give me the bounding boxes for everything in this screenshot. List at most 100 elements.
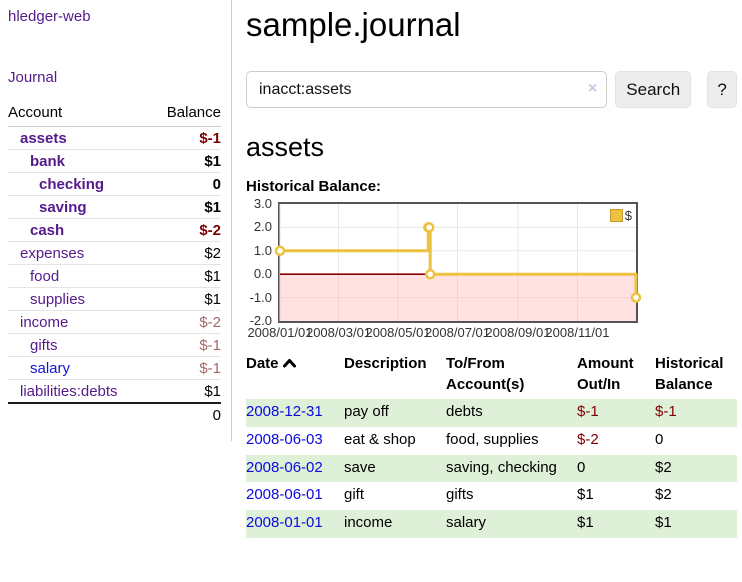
sidebar-account-income[interactable]: income	[20, 314, 69, 331]
account-row: checking 0	[8, 173, 221, 196]
account-balance: $2	[204, 245, 221, 262]
register-row: 2008-06-01 gift gifts $1 $2	[246, 482, 737, 510]
page-title: sample.journal	[246, 6, 461, 43]
chart-x-axis: 2008/01/01 2008/03/01 2008/05/01 2008/07/01…	[247, 323, 638, 340]
account-row: cash $-2	[8, 219, 221, 242]
transaction-accounts: saving, checking	[446, 454, 577, 483]
transaction-date-link[interactable]: 2008-01-01	[246, 514, 323, 532]
chart-canvas	[274, 204, 642, 321]
x-axis-tick-label: 2008/11/01	[545, 325, 610, 340]
register-header-row: Date Description To/From Account(s) Amou…	[246, 351, 737, 399]
account-balance: $-2	[199, 222, 221, 239]
x-axis-tick-label: 2008/07/01	[424, 325, 491, 340]
search-input[interactable]	[246, 71, 608, 108]
account-column-header: Account	[8, 104, 63, 121]
balance-chart: $ 3.0 2.0 1.0 0.0 -1.0 -2.0 2008/01/01 2008/03…	[247, 197, 642, 340]
y-axis-tick-label: 2.0	[253, 219, 272, 235]
account-balance: $1	[204, 199, 221, 216]
help-button[interactable]: ?	[707, 71, 737, 108]
legend-label: $	[624, 208, 632, 223]
x-axis-tick-label: 2008/05/01	[365, 325, 431, 340]
account-balance: $-1	[199, 360, 221, 377]
sidebar-account-expenses[interactable]: expenses	[20, 245, 85, 262]
accounts-column-header: To/From Account(s)	[446, 355, 525, 393]
transaction-description: income	[344, 510, 446, 538]
sidebar-account-liabilities-debts[interactable]: liabilities:debts	[20, 383, 118, 400]
accounts-table: Account Balance assets $-1 bank $1 checking 0…	[8, 102, 221, 427]
transaction-amount: $-1	[577, 399, 655, 428]
y-axis-tick-label: 1.0	[253, 242, 272, 258]
transaction-balance: $1	[655, 510, 737, 538]
balance-column-header-main: Historical Balance	[655, 355, 724, 393]
transaction-balance: $-1	[655, 399, 737, 428]
account-title: assets	[246, 132, 325, 162]
transaction-date-link[interactable]: 2008-12-31	[246, 403, 323, 421]
y-axis-tick-label: 3.0	[253, 196, 272, 211]
account-row: supplies $1	[8, 288, 221, 311]
accounts-total: 0	[8, 402, 221, 427]
transaction-amount: $1	[577, 510, 655, 538]
x-axis-tick-label: 2008/03/01	[305, 325, 372, 340]
transaction-accounts: debts	[446, 399, 577, 428]
sidebar-account-bank[interactable]: bank	[30, 153, 66, 170]
chart-plot-area: $	[274, 202, 642, 323]
sidebar-account-supplies[interactable]: supplies	[30, 291, 86, 308]
account-balance: $-2	[199, 314, 221, 331]
sidebar-account-food[interactable]: food	[30, 268, 60, 285]
transaction-accounts: food, supplies	[446, 431, 539, 449]
search-button[interactable]: Search	[615, 71, 692, 108]
sidebar-account-salary[interactable]: salary	[30, 360, 71, 377]
sidebar-account-saving[interactable]: saving	[39, 199, 87, 216]
clear-search-icon[interactable]: ×	[587, 80, 598, 97]
transaction-balance: 0	[655, 431, 664, 449]
account-row: salary $-1	[8, 357, 221, 380]
register-row: 2008-06-02 save saving, checking 0 $2	[246, 454, 737, 483]
y-axis-tick-label: 0.0	[253, 266, 272, 282]
account-balance: $1	[204, 383, 221, 400]
account-row: assets $-1	[8, 127, 221, 150]
sidebar-account-cash[interactable]: cash	[30, 222, 65, 239]
register-row: 2008-12-31 pay off debts $-1 $-1	[246, 399, 737, 428]
account-row: gifts $-1	[8, 334, 221, 357]
amount-column-header: Amount Out/In	[577, 355, 634, 393]
transaction-amount: $1	[577, 486, 594, 504]
description-column-header: Description	[344, 355, 427, 372]
sidebar-account-gifts[interactable]: gifts	[30, 337, 58, 354]
date-column-header[interactable]: Date	[246, 351, 344, 399]
account-balance: $1	[204, 153, 221, 170]
sidebar-account-assets[interactable]: assets	[20, 130, 67, 147]
sidebar-account-checking[interactable]: checking	[39, 176, 105, 193]
sidebar-item-journal[interactable]: Journal	[8, 69, 58, 86]
sort-ascending-icon	[282, 354, 296, 375]
transaction-amount: $-2	[577, 431, 599, 449]
transaction-description: gift	[344, 486, 365, 504]
x-axis-tick-label: 2008/09/01	[485, 325, 551, 340]
x-axis-tick-label: 2008/01/01	[247, 325, 313, 340]
y-axis-tick-label: -2.0	[249, 313, 272, 328]
legend-swatch-icon	[609, 209, 623, 222]
account-row: food $1	[8, 265, 221, 288]
sidebar: hledger-web Journal Account Balance asse…	[0, 0, 232, 441]
brand-link[interactable]: hledger-web	[8, 8, 91, 25]
accounts-table-header: Account Balance	[8, 102, 221, 127]
chart-legend: $	[607, 207, 634, 224]
account-row: saving $1	[8, 196, 221, 219]
account-balance: 0	[212, 176, 221, 193]
transaction-amount: 0	[577, 454, 655, 483]
search-bar: × Search ?	[246, 71, 737, 108]
transaction-date-link[interactable]: 2008-06-03	[246, 431, 323, 449]
transaction-date-link[interactable]: 2008-06-01	[246, 486, 323, 504]
transaction-accounts: gifts	[446, 486, 474, 504]
transaction-description: pay off	[344, 399, 446, 428]
register-table: Date Description To/From Account(s) Amou…	[246, 351, 737, 538]
account-balance: $-1	[199, 130, 221, 147]
account-row: income $-2	[8, 311, 221, 334]
account-balance: $1	[204, 291, 221, 308]
transaction-accounts: salary	[446, 510, 577, 538]
y-axis-tick-label: -1.0	[249, 289, 272, 305]
account-balance: $-1	[199, 337, 221, 354]
transaction-description: save	[344, 454, 446, 483]
chart-label: Historical Balance:	[246, 178, 382, 195]
account-row: bank $1	[8, 150, 221, 173]
transaction-date-link[interactable]: 2008-06-02	[246, 458, 323, 476]
